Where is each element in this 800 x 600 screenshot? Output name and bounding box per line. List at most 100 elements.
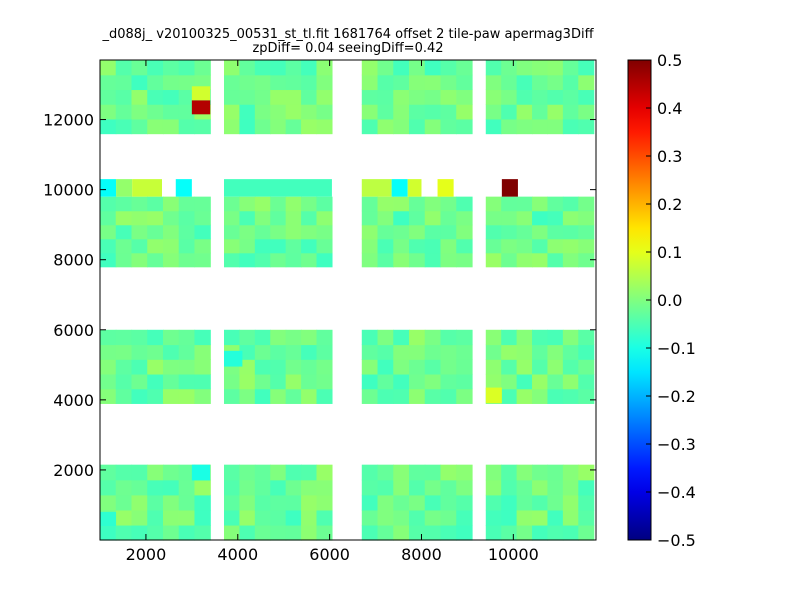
- heatmap-cell: [254, 509, 271, 526]
- heatmap-cell: [301, 74, 318, 91]
- heatmap-cell: [361, 388, 379, 404]
- heatmap-cell: [562, 224, 579, 240]
- heatmap-cell: [424, 373, 442, 390]
- heatmap-cell: [115, 464, 133, 481]
- heatmap-cell: [485, 60, 502, 76]
- heatmap-cell: [578, 224, 595, 240]
- heatmap-cell: [409, 104, 426, 120]
- heatmap-cell: [131, 210, 148, 226]
- heatmap-cell: [316, 238, 333, 254]
- heatmap-cell: [532, 196, 549, 212]
- heatmap-cell: [562, 104, 579, 120]
- heatmap-cell: [239, 252, 256, 268]
- heatmap-cell: [361, 373, 379, 390]
- heatmap-cell: [285, 74, 302, 91]
- heatmap-cell: [162, 196, 180, 212]
- heatmap-cell: [301, 509, 318, 526]
- heatmap-cell: [115, 329, 133, 346]
- heatmap-cell: [532, 238, 549, 254]
- heatmap-cell: [162, 60, 180, 76]
- heatmap-cell: [393, 329, 410, 346]
- heatmap-cell: [162, 373, 180, 390]
- heatmap-cell: [456, 196, 473, 212]
- heatmap-cell: [254, 224, 271, 240]
- heatmap-cell: [115, 238, 133, 254]
- heatmap-cell: [178, 60, 196, 76]
- heatmap-cell: [485, 74, 502, 91]
- heatmap-cell: [191, 100, 211, 115]
- heatmap-cell: [162, 238, 180, 254]
- heatmap-cell: [162, 252, 180, 268]
- heatmap-cell: [516, 238, 533, 254]
- heatmap-cell: [409, 238, 426, 254]
- heatmap-cell: [562, 479, 579, 496]
- heatmap-cell: [409, 196, 426, 212]
- heatmap-cell: [547, 74, 564, 91]
- heatmap-cell: [440, 359, 457, 375]
- heatmap-cell: [547, 388, 564, 404]
- heatmap-cell: [147, 252, 164, 268]
- heatmap-cell: [485, 464, 502, 481]
- heatmap-cell: [578, 344, 595, 360]
- heatmap-cell: [377, 252, 394, 268]
- heatmap-cell: [147, 509, 164, 526]
- heatmap-cell: [547, 118, 564, 135]
- colorbar-tick-label: −0.2: [657, 387, 696, 406]
- heatmap-cell: [194, 479, 211, 496]
- heatmap-cell: [254, 388, 271, 404]
- heatmap-cell: [547, 224, 564, 240]
- heatmap-cell: [100, 89, 117, 105]
- heatmap-cell: [254, 238, 271, 254]
- heatmap-cell: [194, 344, 211, 360]
- colorbar-tick-label: −0.4: [657, 483, 696, 502]
- heatmap-cell: [178, 252, 196, 268]
- heatmap-cell: [424, 524, 442, 541]
- heatmap-cell: [270, 238, 287, 254]
- heatmap-cell: [547, 359, 564, 375]
- heatmap-cell: [115, 89, 133, 105]
- heatmap-cell: [270, 60, 287, 76]
- heatmap-cell: [377, 509, 394, 526]
- heatmap-cell: [532, 60, 549, 76]
- heatmap-cell: [131, 464, 148, 481]
- heatmap-cell: [100, 74, 117, 91]
- heatmap-cell: [100, 118, 117, 135]
- heatmap-cell: [316, 464, 333, 481]
- heatmap-cell: [131, 329, 148, 346]
- heatmap-cell: [131, 238, 148, 254]
- heatmap-cell: [424, 464, 442, 481]
- heatmap-cell: [377, 524, 394, 541]
- heatmap-cell: [301, 89, 318, 105]
- heatmap-cell: [147, 359, 164, 375]
- heatmap-cell: [516, 373, 533, 390]
- heatmap-cell: [547, 60, 564, 76]
- heatmap-cell: [178, 359, 196, 375]
- heatmap-cell: [270, 224, 287, 240]
- heatmap-cell: [100, 359, 117, 375]
- heatmap-cell: [316, 373, 333, 390]
- heatmap-cell: [377, 494, 394, 511]
- heatmap-cell: [285, 373, 302, 390]
- heatmap-cell: [254, 89, 271, 105]
- heatmap-cell: [301, 329, 318, 346]
- x-tick-label: 4000: [217, 545, 258, 564]
- heatmap-cell: [115, 196, 133, 212]
- heatmap-cell: [239, 89, 256, 105]
- heatmap-cell: [162, 479, 180, 496]
- heatmap-cell: [224, 118, 241, 135]
- heatmap-cell: [409, 479, 426, 496]
- heatmap-cell: [162, 329, 180, 346]
- heatmap-cell: [485, 210, 502, 226]
- heatmap-cell: [239, 388, 256, 404]
- heatmap-cell: [147, 479, 164, 496]
- heatmap-cell: [100, 210, 117, 226]
- heatmap-cell: [393, 359, 410, 375]
- heatmap-cell: [456, 210, 473, 226]
- heatmap-cell: [361, 224, 379, 240]
- y-tick-label: 4000: [53, 391, 94, 410]
- heatmap-cell: [516, 524, 533, 541]
- heatmap-cell: [178, 224, 196, 240]
- heatmap-cell: [270, 210, 287, 226]
- plot-frame: [99, 59, 597, 541]
- heatmap-cell: [316, 479, 333, 496]
